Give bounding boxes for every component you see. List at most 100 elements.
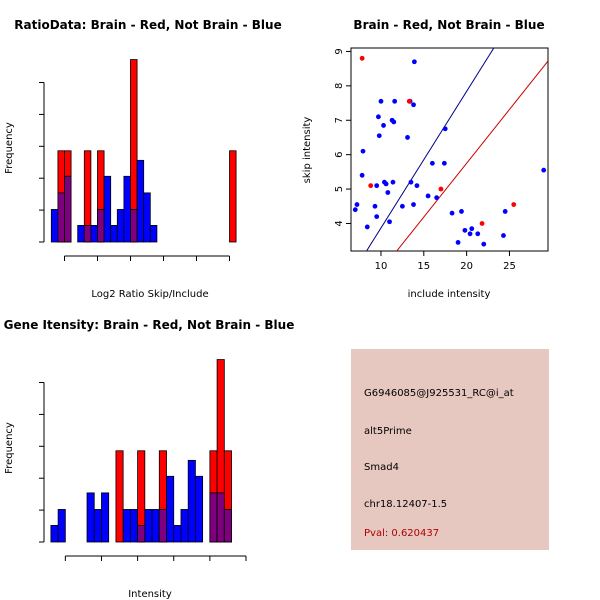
pval-text: Pval: 0.620437 xyxy=(364,528,439,539)
scatter-point-not-brain xyxy=(501,233,506,238)
scatter-point-not-brain xyxy=(360,148,366,154)
scatter-point-not-brain xyxy=(354,202,360,207)
scatter-point-not-brain xyxy=(372,203,378,209)
scatter-point-not-brain xyxy=(385,190,391,195)
intensity-histogram-bar-not-brain xyxy=(187,459,196,543)
ratio-histogram-xlabel: Log2 Ratio Skip/Include xyxy=(91,289,208,300)
scatter-x-tick-label: 25 xyxy=(503,261,516,272)
scatter-point-not-brain xyxy=(376,133,382,139)
scatter-plot-frame xyxy=(350,47,549,252)
intensity-histogram-axes xyxy=(39,382,247,561)
scatter-point-not-brain xyxy=(462,227,468,233)
scatter-point-not-brain xyxy=(378,98,384,104)
scatter-point-not-brain xyxy=(390,179,396,185)
scatter-point-not-brain xyxy=(376,114,381,120)
scatter-points xyxy=(352,55,547,247)
scatter-point-not-brain xyxy=(391,119,397,125)
scatter-point-brain xyxy=(479,221,485,226)
info-box xyxy=(351,349,549,550)
scatter-point-not-brain xyxy=(502,209,508,214)
gene-name-text: Smad4 xyxy=(364,462,399,473)
ratio-histogram-panel: RatioData: Brain - Red, Not Brain - Blue… xyxy=(4,18,282,300)
ratio-histogram-bar-overlap xyxy=(130,209,138,243)
scatter-y-tick-label: 4 xyxy=(334,220,345,226)
scatter-point-not-brain xyxy=(392,98,398,104)
ratio-histogram-bar-not-brain xyxy=(149,225,158,243)
scatter-point-brain xyxy=(406,98,412,104)
scatter-point-not-brain xyxy=(425,193,431,199)
scatter-point-not-brain xyxy=(442,126,448,132)
scatter-point-not-brain xyxy=(475,231,481,237)
scatter-y-tick-label: 7 xyxy=(334,117,345,123)
scatter-point-not-brain xyxy=(411,59,417,65)
ratio-histogram-bar-overlap xyxy=(83,225,92,243)
ratio-histogram-bar-overlap xyxy=(64,175,72,243)
ratio-histogram-bars xyxy=(50,59,237,243)
intensity-histogram-panel: Gene Itensity: Brain - Red, Not Brain - … xyxy=(4,318,295,600)
scatter-point-not-brain xyxy=(467,231,473,237)
scatter-point-not-brain xyxy=(387,219,392,225)
scatter-point-not-brain xyxy=(441,160,447,166)
scatter-point-not-brain xyxy=(434,195,440,201)
scatter-panel: Brain - Red, Not Brain - Blue include in… xyxy=(302,18,549,300)
intensity-histogram-bar-not-brain xyxy=(122,509,131,543)
ratio-histogram-bar-not-brain xyxy=(50,209,59,243)
intensity-histogram-bar-overlap xyxy=(209,492,218,543)
scatter-point-not-brain xyxy=(481,241,487,247)
scatter-point-not-brain xyxy=(455,239,461,245)
scatter-point-not-brain xyxy=(374,183,380,189)
intensity-histogram-bar-not-brain xyxy=(166,475,175,543)
scatter-point-not-brain xyxy=(541,167,547,173)
intensity-histogram-bar-overlap xyxy=(216,492,225,543)
ratio-histogram-title: RatioData: Brain - Red, Not Brain - Blue xyxy=(14,18,281,32)
scatter-point-not-brain xyxy=(405,135,410,140)
scatter-ylabel: skip intensity xyxy=(302,117,313,184)
ratio-histogram-bar-not-brain xyxy=(116,209,125,243)
intensity-histogram-xlabel: Intensity xyxy=(128,589,172,600)
probe-id-text: G6946085@J925531_RC@i_at xyxy=(364,388,514,399)
ratio-histogram-bar-not-brain xyxy=(110,225,118,243)
scatter-point-not-brain xyxy=(414,183,420,189)
intensity-histogram-bar-not-brain xyxy=(93,509,102,543)
intensity-histogram-bar-not-brain xyxy=(195,475,204,543)
ratio-histogram-bar-not-brain xyxy=(123,175,131,243)
intensity-histogram-bar-not-brain xyxy=(50,525,59,543)
scatter-point-brain xyxy=(511,202,517,207)
scatter-y-tick-label: 6 xyxy=(334,151,345,157)
scatter-point-not-brain xyxy=(469,226,475,232)
scatter-y-tick-label: 5 xyxy=(334,186,345,192)
ratio-histogram-bar-not-brain xyxy=(77,225,85,243)
scatter-title: Brain - Red, Not Brain - Blue xyxy=(353,18,544,32)
scatter-point-not-brain xyxy=(411,102,416,108)
intensity-histogram-bar-not-brain xyxy=(129,509,139,543)
scatter-point-brain xyxy=(368,183,374,189)
scatter-reference-lines xyxy=(365,48,548,251)
scatter-point-not-brain xyxy=(399,203,405,209)
scatter-point-not-brain xyxy=(381,123,386,128)
scatter-point-not-brain xyxy=(383,181,389,187)
scatter-x-tick-label: 10 xyxy=(375,261,388,272)
info-panel: G6946085@J925531_RC@i_at alt5Prime Smad4… xyxy=(351,349,549,550)
ratio-histogram-bar-not-brain xyxy=(90,225,98,243)
scatter-point-not-brain xyxy=(429,160,435,166)
ratio-histogram-bar-overlap xyxy=(97,209,105,243)
intensity-histogram-bar-overlap xyxy=(137,525,146,543)
intensity-histogram-bar-not-brain xyxy=(86,492,95,543)
scatter-point-not-brain xyxy=(449,210,455,216)
scatter-x-tick-label: 15 xyxy=(417,261,430,272)
ratio-histogram-bar-not-brain xyxy=(103,175,112,243)
scatter-y-tick-label: 8 xyxy=(334,83,345,89)
intensity-histogram-bar-not-brain xyxy=(173,525,182,543)
scatter-xlabel: include intensity xyxy=(408,289,491,300)
ratio-histogram-ylabel: Frequency xyxy=(4,122,15,174)
ratio-histogram-bar-overlap xyxy=(57,192,65,243)
intensity-histogram-bar-overlap xyxy=(223,509,232,543)
scatter-point-not-brain xyxy=(359,172,365,178)
scatter-y-tick-label: 9 xyxy=(334,48,345,54)
event-type-text: alt5Prime xyxy=(364,426,412,437)
scatter-point-not-brain xyxy=(411,202,416,207)
scatter-point-not-brain xyxy=(408,179,414,185)
ratio-histogram-axes xyxy=(39,82,230,261)
scatter-point-not-brain xyxy=(364,224,370,230)
